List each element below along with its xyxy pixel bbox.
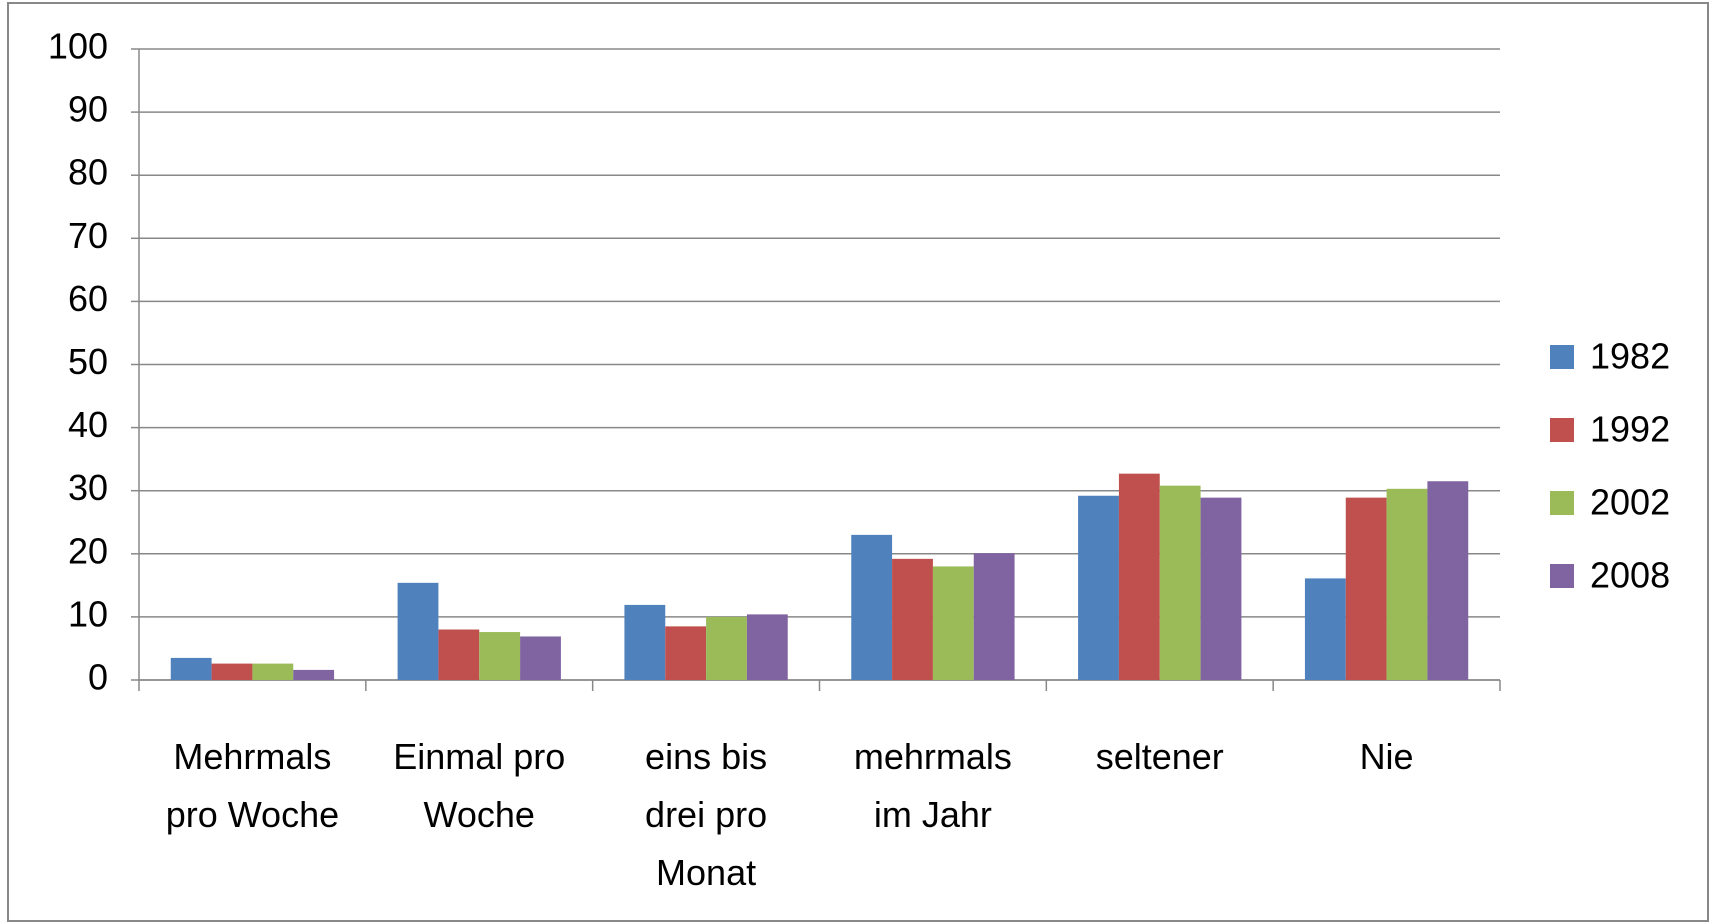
- y-tick-label: 90: [68, 89, 108, 130]
- bar: [892, 558, 933, 680]
- bar: [706, 616, 747, 680]
- bar: [1159, 485, 1201, 680]
- bar: [973, 553, 1015, 680]
- x-tick-label: eins bis drei pro Monat: [645, 736, 768, 893]
- legend-label: 2002: [1590, 482, 1670, 523]
- bar: [1078, 495, 1119, 680]
- x-tick-label: mehrmals im Jahr: [853, 736, 1012, 835]
- y-tick-label: 40: [68, 404, 108, 445]
- y-tick-label: 50: [68, 341, 108, 382]
- x-tick-label: Einmal pro Woche: [393, 736, 566, 835]
- bar: [1345, 497, 1387, 680]
- bar: [851, 534, 893, 680]
- x-tick-label: Nie: [1359, 736, 1414, 777]
- y-tick-label: 20: [68, 530, 108, 571]
- bar: [932, 566, 974, 680]
- bar: [624, 604, 666, 680]
- x-tick-label: Mehrmals pro Woche: [165, 736, 340, 835]
- bar: [1118, 473, 1160, 680]
- legend-label: 2008: [1590, 555, 1670, 596]
- y-tick-label: 60: [68, 278, 108, 319]
- y-tick-label: 10: [68, 593, 108, 634]
- legend-swatch: [1550, 418, 1574, 442]
- chart-frame: [7, 2, 1709, 922]
- bar: [1386, 488, 1428, 680]
- bar: [1427, 481, 1469, 680]
- bar: [293, 669, 335, 680]
- y-tick-label: 0: [88, 657, 108, 698]
- y-tick-label: 70: [68, 215, 108, 256]
- bar: [438, 629, 480, 680]
- y-tick-label: 100: [48, 26, 108, 67]
- bar: [746, 614, 788, 680]
- bar: [211, 663, 253, 680]
- legend-label: 1982: [1590, 336, 1670, 377]
- legend-swatch: [1550, 491, 1574, 515]
- x-tick-label: seltener: [1095, 736, 1224, 777]
- bar: [1200, 497, 1242, 680]
- y-tick-label: 80: [68, 152, 108, 193]
- bar: [665, 626, 707, 680]
- bar: [520, 636, 561, 680]
- bar: [397, 582, 439, 680]
- y-tick-label: 30: [68, 467, 108, 508]
- bar: [479, 632, 521, 680]
- bar: [252, 663, 294, 680]
- legend-swatch: [1550, 564, 1574, 588]
- legend-label: 1992: [1590, 409, 1670, 450]
- bar: [170, 657, 212, 680]
- legend-swatch: [1550, 345, 1574, 369]
- bar: [1304, 578, 1346, 680]
